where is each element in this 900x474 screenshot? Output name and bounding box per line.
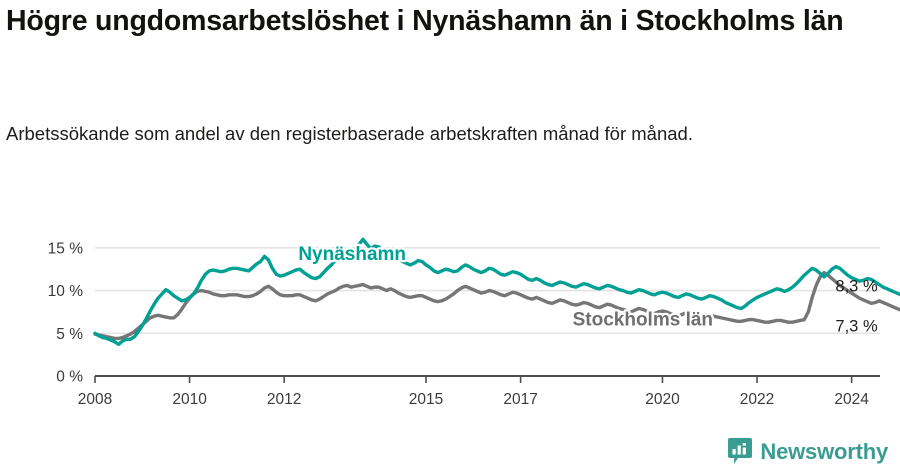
x-axis-tick-label: 2024: [834, 391, 869, 408]
y-axis-tick-label: 15 %: [48, 240, 84, 257]
series-label-nynashamn: Nynäshamn: [298, 244, 406, 265]
series-line-nynashamn: [93, 237, 900, 347]
brand-name: Newsworthy: [760, 439, 888, 464]
line-chart: 0 % 5 % 10 % 15 % 2008 2010 2012 2015 2017 2020 20…: [48, 237, 900, 408]
page-subtitle: Arbetssökande som andel av den registerb…: [6, 123, 693, 144]
x-axis-tick-label: 2020: [645, 391, 680, 408]
x-axis-tick-label: 2008: [78, 391, 112, 408]
newsworthy-logo: Newsworthy: [728, 438, 888, 466]
x-axis-tick-label: 2012: [267, 391, 301, 408]
x-axis-tick-label: 2017: [503, 391, 537, 408]
y-axis-tick-label: 10 %: [48, 283, 84, 300]
y-axis-tick-label: 0 %: [56, 369, 83, 386]
x-axis-tick-label: 2022: [740, 391, 774, 408]
series-label-stockholm: Stockholms län: [573, 310, 713, 331]
y-axis-tick-label: 5 %: [56, 326, 83, 343]
series-line-stockholm: [93, 270, 900, 341]
end-value-label-nynashamn: 8,3 %: [835, 277, 878, 295]
page-title: Högre ungdomsarbetslöshet i Nynäshamn än…: [6, 5, 844, 37]
end-value-label-stockholm: 7,3 %: [835, 318, 878, 336]
bar-chart-speech-bubble-icon: [728, 438, 753, 464]
x-axis-tick-label: 2015: [409, 391, 443, 408]
x-axis-tick-label: 2010: [172, 391, 207, 408]
chart-container: 0 % 5 % 10 % 15 % 2008 2010 2012 2015 2017 2020 20…: [0, 210, 900, 420]
